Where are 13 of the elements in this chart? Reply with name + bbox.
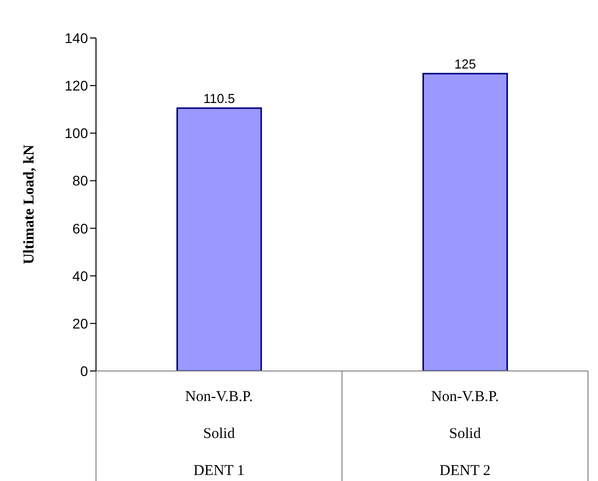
y-tick-label: 100 [64, 125, 88, 142]
y-tick-label: 0 [80, 362, 88, 379]
y-tick-label: 60 [72, 220, 88, 236]
y-tick-label: 40 [72, 268, 88, 284]
y-tick-label: 120 [64, 78, 88, 94]
category-label: Non-V.B.P. Solid DENT 2 [431, 389, 499, 479]
data-label: 125 [454, 56, 476, 72]
y-tick-label: 80 [72, 172, 88, 189]
y-axis-title: Ultimate Load, kN [21, 144, 38, 264]
category-label: Non-V.B.P. Solid DENT 1 [185, 389, 253, 479]
data-label: 110.5 [203, 91, 235, 106]
y-tick-label: 20 [72, 315, 88, 332]
y-tick-label: 140 [64, 30, 88, 46]
